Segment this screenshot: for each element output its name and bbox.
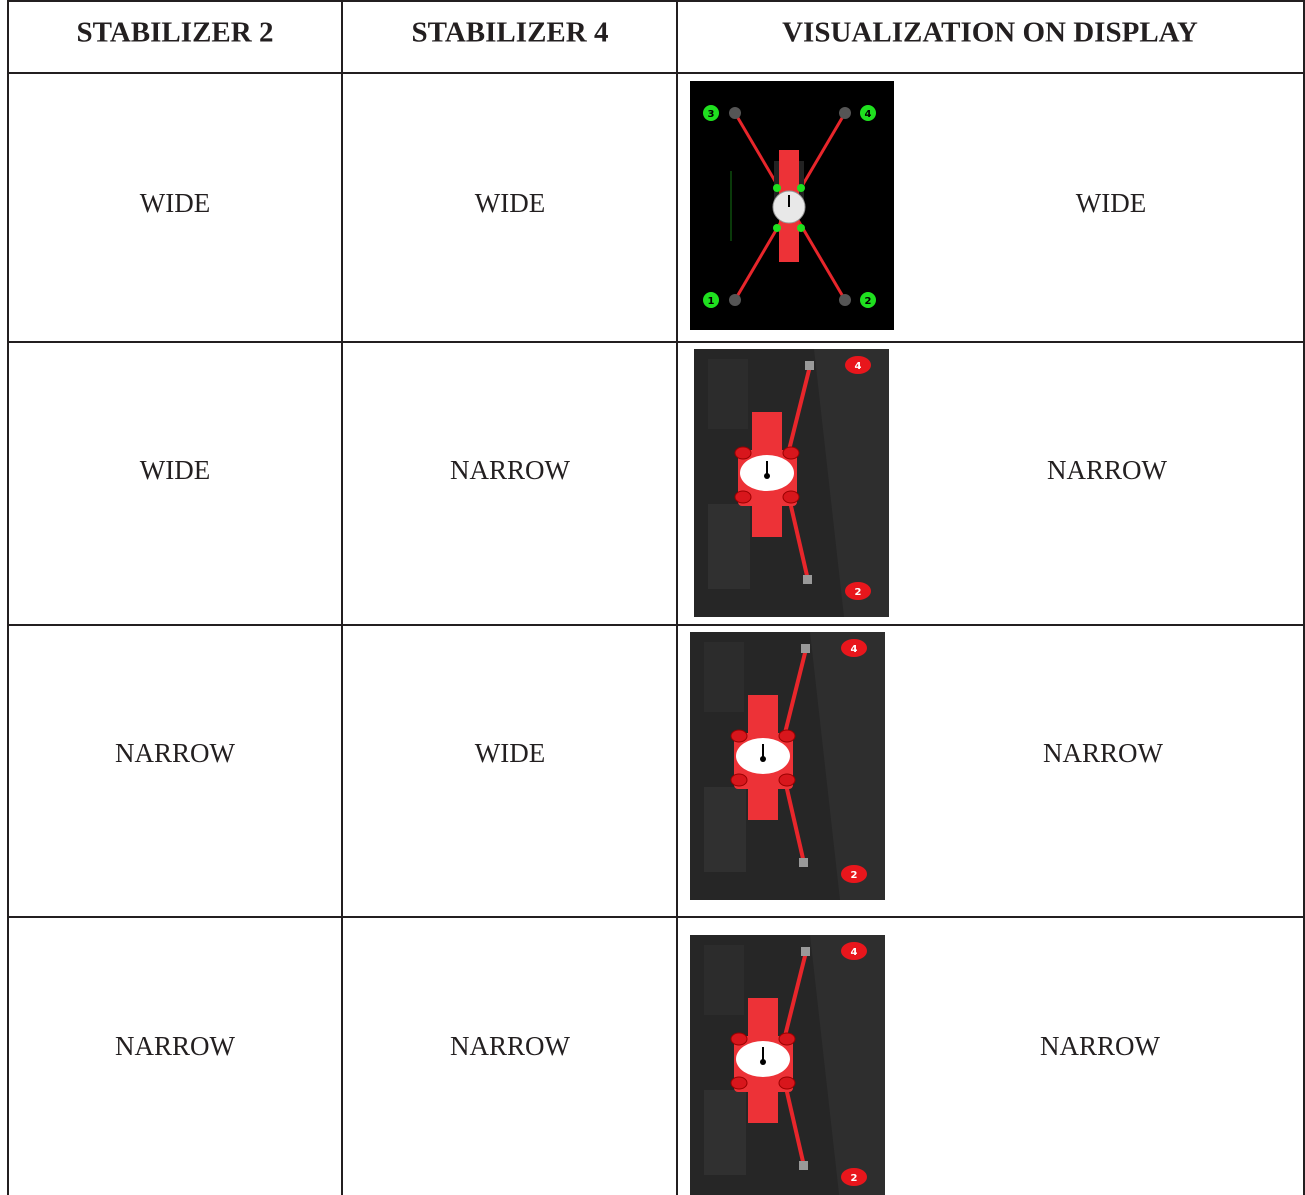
- foot: [805, 361, 814, 370]
- dial-hub: [760, 1059, 766, 1065]
- sensor: [730, 729, 748, 743]
- badge: [703, 292, 719, 308]
- badge: [860, 105, 876, 121]
- badge: [860, 292, 876, 308]
- screen-shade: [810, 632, 885, 900]
- sensor: [730, 1076, 748, 1090]
- sensor: [778, 773, 796, 787]
- display-image: 3 4 1 2: [690, 81, 894, 330]
- panel: [704, 945, 744, 1015]
- sensor: [778, 1076, 796, 1090]
- cell-text: NARROW: [115, 1031, 236, 1061]
- panel: [708, 359, 748, 429]
- sensor: [782, 490, 800, 504]
- badge-label: 3: [708, 109, 715, 120]
- badge: [841, 942, 867, 960]
- sensor: [773, 184, 781, 192]
- badge: [841, 865, 867, 883]
- sensor: [734, 490, 752, 504]
- foot: [729, 107, 741, 119]
- foot: [799, 1161, 808, 1170]
- screen-shade: [810, 935, 885, 1195]
- panel: [708, 504, 750, 589]
- panel: [704, 1090, 746, 1175]
- dial-hub: [760, 756, 766, 762]
- sensor: [797, 224, 805, 232]
- badge: [841, 639, 867, 657]
- badge-label: 4: [865, 109, 872, 120]
- cell-text: NARROW: [450, 1031, 571, 1061]
- foot: [839, 294, 851, 306]
- display-image: 42: [694, 349, 889, 617]
- cell-text: WIDE: [140, 455, 210, 485]
- sensor: [730, 1032, 748, 1046]
- display-image: 42: [690, 935, 885, 1195]
- foot: [801, 644, 810, 653]
- cell-text: NARROW: [450, 455, 571, 485]
- sensor: [797, 184, 805, 192]
- sensor: [730, 773, 748, 787]
- badge-label: 2: [851, 870, 858, 881]
- badge: [841, 1168, 867, 1186]
- cell-text: NARROW: [1040, 1031, 1161, 1061]
- badge-label: 2: [855, 587, 862, 598]
- column-header: VISUALIZATION ON DISPLAY: [782, 17, 1198, 49]
- sensor: [778, 1032, 796, 1046]
- display-image: 42: [690, 632, 885, 900]
- cell-text: NARROW: [1047, 455, 1168, 485]
- cell-text: WIDE: [475, 738, 545, 768]
- panel: [704, 787, 746, 872]
- sensor: [782, 446, 800, 460]
- foot: [801, 947, 810, 956]
- dial-hub: [764, 473, 770, 479]
- badge: [703, 105, 719, 121]
- badge: [845, 356, 871, 374]
- badge-label: 2: [865, 296, 872, 307]
- badge-label: 2: [851, 1173, 858, 1184]
- sensor: [734, 446, 752, 460]
- badge-label: 4: [851, 644, 858, 655]
- cell-text: NARROW: [115, 738, 236, 768]
- cell-text: NARROW: [1043, 738, 1164, 768]
- screen-shade: [814, 349, 889, 617]
- badge-label: 1: [708, 296, 715, 307]
- column-header: STABILIZER 4: [412, 17, 609, 49]
- badge-label: 4: [855, 361, 862, 372]
- panel: [704, 642, 744, 712]
- table-borders: [7, 0, 1305, 1195]
- foot: [803, 575, 812, 584]
- foot: [799, 858, 808, 867]
- marker: [730, 171, 732, 241]
- badge: [845, 582, 871, 600]
- cell-text: WIDE: [1076, 188, 1146, 218]
- column-header: STABILIZER 2: [77, 17, 274, 49]
- foot: [729, 294, 741, 306]
- foot: [839, 107, 851, 119]
- cell-text: WIDE: [475, 188, 545, 218]
- cell-text: WIDE: [140, 188, 210, 218]
- badge-label: 4: [851, 947, 858, 958]
- sensor: [773, 224, 781, 232]
- sensor: [778, 729, 796, 743]
